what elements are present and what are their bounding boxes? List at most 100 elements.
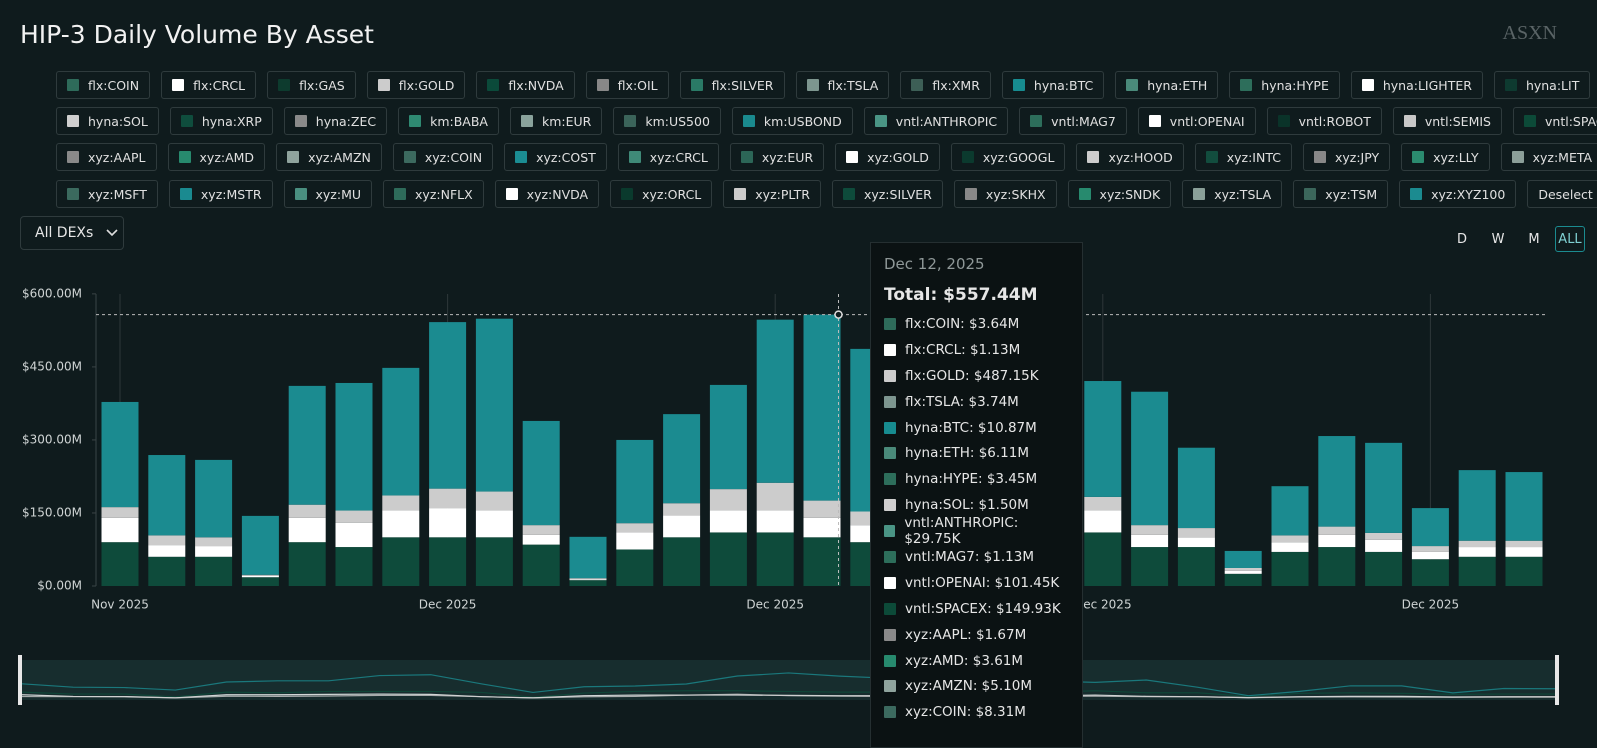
legend-chip[interactable]: flx:NVDA [476, 71, 575, 99]
legend-chip[interactable]: km:US500 [613, 107, 721, 135]
legend-chip[interactable]: flx:COIN [56, 71, 151, 99]
tooltip-item: hyna:SOL: $1.50M [884, 492, 1069, 518]
bar-segment: xyz:NVDA [335, 522, 373, 548]
legend-chip[interactable]: xyz:COIN [392, 143, 494, 171]
watermark: ASXN [1502, 22, 1557, 44]
legend-chip[interactable]: xyz:INTC [1194, 143, 1292, 171]
legend-chip[interactable]: xyz:CRCL [617, 143, 719, 171]
legend-chip[interactable]: xyz:AMZN [276, 143, 382, 171]
navigator-handle[interactable] [18, 655, 22, 705]
legend-chip[interactable]: hyna:LIGHTER [1350, 71, 1483, 99]
legend-swatch [806, 79, 819, 91]
legend-label: vntl:SEMIS [1424, 113, 1491, 129]
tooltip-text: hyna:SOL: $1.50M [905, 497, 1029, 514]
legend-label: xyz:NFLX [415, 186, 473, 202]
legend-chip[interactable]: xyz:GOLD [835, 143, 940, 171]
legend-chip[interactable]: hyna:SOL [56, 107, 159, 135]
legend-chip[interactable]: vntl:OPENAI [1137, 107, 1256, 135]
bar-segment: xyz:XYZ100 [148, 455, 186, 536]
legend-chip[interactable]: xyz:AMD [167, 143, 266, 171]
legend-row: hyna:SOL hyna:XRP hyna:ZEC km:BABA km:EUR km:… [56, 107, 1597, 135]
legend-chip[interactable]: xyz:NFLX [383, 180, 484, 208]
legend-chip[interactable]: xyz:XYZ100 [1399, 180, 1517, 208]
legend-chip[interactable]: xyz:SKHX [953, 180, 1057, 208]
legend-swatch [1410, 188, 1423, 200]
legend-chip[interactable]: flx:GOLD [366, 71, 466, 99]
legend-chip[interactable]: hyna:LIT [1493, 71, 1591, 99]
legend-chip[interactable]: hyna:HYPE [1229, 71, 1340, 99]
y-tick-label: $150.00M [22, 505, 82, 519]
legend-chip[interactable]: xyz:SNDK [1067, 180, 1172, 208]
navigator-handle[interactable] [1555, 655, 1559, 705]
legend-label: km:EUR [541, 113, 592, 129]
legend-label: xyz:COST [536, 149, 596, 165]
legend-swatch [1313, 151, 1326, 163]
deselect-button[interactable]: Deselect all [1527, 180, 1597, 208]
dex-dropdown[interactable]: All DEXs [20, 216, 124, 250]
legend-swatch [409, 115, 422, 127]
legend-chip[interactable]: km:BABA [398, 107, 499, 135]
bar-segment: xyz:XYZ100 [241, 515, 279, 575]
legend-chip[interactable]: xyz:TSLA [1182, 180, 1283, 208]
period-button[interactable]: ALL [1555, 226, 1585, 252]
legend-chip[interactable]: flx:GAS [267, 71, 356, 99]
legend-swatch [67, 188, 79, 200]
tooltip-item: flx:GOLD: $487.15K [884, 363, 1069, 389]
legend-chip[interactable]: vntl:SEMIS [1392, 107, 1502, 135]
bar-segment: xyz:PLTR [148, 535, 186, 546]
bar-segment: xyz:PLTR [382, 495, 420, 511]
legend-chip[interactable]: xyz:MU [283, 180, 373, 208]
legend-chip[interactable]: xyz:JPY [1302, 143, 1391, 171]
legend-label: xyz:META [1532, 149, 1593, 165]
legend-swatch [178, 151, 191, 163]
tooltip-text: flx:GOLD: $487.15K [905, 367, 1039, 384]
legend-chip[interactable]: xyz:ORCL [610, 180, 713, 208]
legend-chip[interactable]: xyz:MSTR [168, 180, 273, 208]
bar-segment: xyz:SILVER [709, 532, 747, 586]
bar-segment: xyz:NVDA [756, 510, 794, 533]
legend-chip[interactable]: vntl:ANTHROPIC [863, 107, 1009, 135]
legend-swatch [294, 188, 307, 200]
legend-chip[interactable]: hyna:XRP [169, 107, 273, 135]
legend-chip[interactable]: hyna:BTC [1001, 71, 1105, 99]
legend-swatch [520, 115, 533, 127]
legend-chip[interactable]: xyz:HOOD [1076, 143, 1184, 171]
legend-chip[interactable]: xyz:GOOGL [950, 143, 1066, 171]
legend-chip[interactable]: vntl:MAG7 [1019, 107, 1127, 135]
legend-swatch [403, 151, 416, 163]
legend-chip[interactable]: xyz:TSM [1293, 180, 1389, 208]
legend-chip[interactable]: xyz:MSFT [56, 180, 158, 208]
legend-label: xyz:NVDA [526, 186, 589, 202]
legend-chip[interactable]: vntl:SPACEX [1513, 107, 1597, 135]
legend-chip[interactable]: xyz:META [1500, 143, 1597, 171]
period-button[interactable]: M [1528, 231, 1540, 247]
legend-chip[interactable]: xyz:AAPL [56, 143, 157, 171]
legend-label: hyna:LIT [1525, 77, 1580, 93]
period-button[interactable]: D [1456, 231, 1467, 247]
legend-chip[interactable]: hyna:ZEC [283, 107, 388, 135]
chevron [106, 229, 118, 237]
legend-chip[interactable]: flx:TSLA [795, 71, 890, 99]
legend-label: flx:SILVER [711, 77, 774, 93]
tooltip-swatch [884, 628, 896, 641]
legend-chip[interactable]: vntl:ROBOT [1266, 107, 1382, 135]
legend-chip[interactable]: km:USBOND [731, 107, 853, 135]
legend-chip[interactable]: hyna:ETH [1115, 71, 1219, 99]
legend-chip[interactable]: flx:CRCL [161, 71, 257, 99]
legend-chip[interactable]: flx:SILVER [679, 71, 785, 99]
legend-chip[interactable]: flx:XMR [900, 71, 991, 99]
legend-chip[interactable]: km:EUR [509, 107, 603, 135]
legend-chip[interactable]: xyz:PLTR [723, 180, 821, 208]
bar-segment: xyz:SILVER [475, 537, 513, 586]
bar-segment: xyz:PLTR [335, 510, 373, 523]
period-button[interactable]: W [1491, 231, 1505, 247]
bar-segment: xyz:SILVER [101, 542, 139, 586]
bar-segment: xyz:NVDA [1084, 510, 1122, 533]
legend-chip[interactable]: flx:OIL [585, 71, 669, 99]
legend-chip[interactable]: xyz:SILVER [831, 180, 943, 208]
legend-chip[interactable]: xyz:LLY [1401, 143, 1490, 171]
legend-chip[interactable]: xyz:EUR [729, 143, 825, 171]
legend-chip[interactable]: xyz:NVDA [494, 180, 600, 208]
legend-swatch [911, 79, 924, 91]
legend-chip[interactable]: xyz:COST [504, 143, 607, 171]
